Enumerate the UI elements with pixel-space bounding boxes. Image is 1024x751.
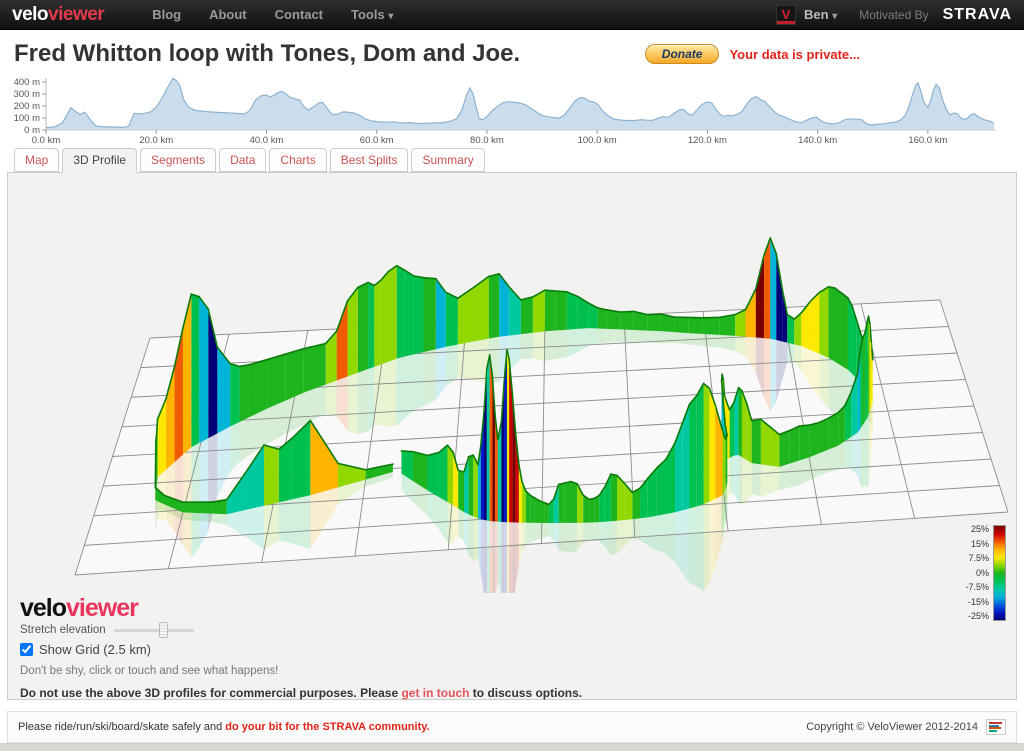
commercial-notice: Do not use the above 3D profiles for com… bbox=[20, 686, 1004, 700]
gradient-legend: 25% 15% 7.5% 0% -7.5% -15% -25% bbox=[965, 525, 1006, 621]
watermark-velo: velo bbox=[20, 594, 67, 622]
bar-chart-icon-bar bbox=[989, 729, 997, 732]
stretch-elevation-row: Stretch elevation bbox=[20, 621, 1004, 639]
svg-text:120.0 km: 120.0 km bbox=[688, 135, 727, 146]
strava-logo[interactable]: STRAVA bbox=[942, 5, 1012, 23]
svg-text:100.0 km: 100.0 km bbox=[578, 135, 617, 146]
svg-text:200 m: 200 m bbox=[14, 101, 40, 112]
motivated-by-label: Motivated By bbox=[859, 7, 929, 22]
tab-summary[interactable]: Summary bbox=[411, 148, 485, 172]
veloviewer-watermark-logo: veloviewer bbox=[20, 595, 1004, 621]
user-name: Ben bbox=[804, 7, 829, 22]
nav-right-group: V Ben ▾ Motivated By STRAVA bbox=[776, 4, 1012, 25]
legend-label: -25% bbox=[967, 611, 989, 621]
logo-viewer: viewer bbox=[48, 3, 105, 25]
legend-labels: 25% 15% 7.5% 0% -7.5% -15% -25% bbox=[965, 525, 989, 621]
nav-item-tools-dropdown[interactable]: Tools ▾ bbox=[337, 7, 407, 22]
get-in-touch-link[interactable]: get in touch bbox=[401, 686, 470, 700]
tab-segments[interactable]: Segments bbox=[140, 148, 217, 172]
chevron-down-icon: ▾ bbox=[388, 11, 394, 22]
legend-label: -7.5% bbox=[965, 582, 989, 592]
show-grid-row: Show Grid (2.5 km) bbox=[20, 642, 1004, 657]
legend-color-bar bbox=[993, 525, 1006, 621]
bar-chart-icon-bar bbox=[989, 722, 1002, 724]
bar-chart-icon-bar bbox=[989, 724, 999, 727]
notice-tail: to discuss options. bbox=[469, 686, 583, 700]
safety-text: Please ride/run/ski/board/skate safely a… bbox=[18, 721, 226, 733]
bottom-edge-strip bbox=[0, 743, 1024, 751]
bar-chart-icon-bar bbox=[989, 727, 1001, 730]
tab-data[interactable]: Data bbox=[219, 148, 267, 172]
svg-text:80.0 km: 80.0 km bbox=[470, 135, 504, 146]
slider-handle[interactable] bbox=[159, 621, 169, 638]
nav-item-blog[interactable]: Blog bbox=[152, 7, 182, 22]
legend-label: -15% bbox=[967, 596, 989, 607]
header-row: Fred Whitton loop with Tones, Dom and Jo… bbox=[0, 30, 1024, 72]
legend-label: 7.5% bbox=[968, 553, 989, 563]
footer-bar: Please ride/run/ski/board/skate safely a… bbox=[7, 711, 1017, 743]
notice-text: Do not use the above 3D profiles for com… bbox=[20, 686, 402, 700]
tab-map[interactable]: Map bbox=[14, 148, 60, 172]
svg-text:140.0 km: 140.0 km bbox=[798, 135, 837, 146]
stretch-elevation-slider[interactable] bbox=[113, 621, 194, 638]
tab-best-splits[interactable]: Best Splits bbox=[329, 148, 409, 172]
svg-text:0 m: 0 m bbox=[24, 125, 40, 136]
svg-text:40.0 km: 40.0 km bbox=[250, 135, 284, 146]
avatar[interactable]: V bbox=[776, 4, 796, 25]
legend-label: 15% bbox=[970, 538, 989, 549]
svg-text:60.0 km: 60.0 km bbox=[360, 135, 394, 146]
copyright-text: Copyright © VeloViewer 2012-2014 bbox=[806, 721, 978, 733]
svg-text:0.0 km: 0.0 km bbox=[32, 135, 61, 146]
svg-text:160.0 km: 160.0 km bbox=[908, 135, 947, 146]
veloviewer-logo[interactable]: veloviewer bbox=[12, 3, 105, 26]
svg-text:300 m: 300 m bbox=[14, 89, 40, 100]
show-grid-label: Show Grid (2.5 km) bbox=[39, 642, 151, 657]
3d-profile-panel: 25% 15% 7.5% 0% -7.5% -15% -25% veloviewer Str… bbox=[7, 172, 1017, 700]
legend-label: 0% bbox=[975, 567, 989, 578]
show-grid-checkbox[interactable] bbox=[20, 643, 33, 656]
watermark-viewer: viewer bbox=[66, 594, 139, 622]
privacy-link[interactable]: Your data is private... bbox=[729, 46, 860, 62]
page-title: Fred Whitton loop with Tones, Dom and Jo… bbox=[14, 40, 521, 67]
3d-elevation-visualization[interactable] bbox=[8, 173, 1016, 593]
logo-velo: velo bbox=[12, 3, 49, 25]
svg-text:100 m: 100 m bbox=[14, 113, 40, 124]
tab-3d-profile[interactable]: 3D Profile bbox=[62, 148, 138, 173]
stretch-elevation-label: Stretch elevation bbox=[20, 624, 106, 636]
footer-right-group: Copyright © VeloViewer 2012-2014 bbox=[806, 719, 1006, 735]
tab-charts[interactable]: Charts bbox=[269, 148, 327, 172]
safety-message: Please ride/run/ski/board/skate safely a… bbox=[18, 721, 430, 733]
tab-bar: Map 3D Profile Segments Data Charts Best… bbox=[0, 148, 1024, 173]
top-navbar: veloviewer Blog About Contact Tools ▾ V … bbox=[0, 0, 1024, 30]
user-menu[interactable]: Ben ▾ bbox=[804, 7, 837, 22]
donate-button[interactable]: Donate bbox=[644, 44, 720, 64]
nav-item-contact[interactable]: Contact bbox=[274, 7, 324, 22]
nav-item-about[interactable]: About bbox=[209, 7, 247, 22]
interaction-hint: Don't be shy, click or touch and see wha… bbox=[20, 665, 279, 677]
tools-label: Tools bbox=[351, 7, 385, 22]
header-right-group: Donate Your data is private... bbox=[644, 44, 860, 64]
bar-chart-icon[interactable] bbox=[986, 719, 1006, 735]
strava-community-link[interactable]: do your bit for the STRAVA community. bbox=[225, 721, 430, 733]
legend-label: 25% bbox=[970, 524, 989, 534]
3d-controls: veloviewer Stretch elevation Show Grid (… bbox=[8, 593, 1016, 700]
svg-text:400 m: 400 m bbox=[14, 77, 40, 88]
chevron-down-icon: ▾ bbox=[832, 11, 838, 22]
svg-text:20.0 km: 20.0 km bbox=[139, 135, 173, 146]
